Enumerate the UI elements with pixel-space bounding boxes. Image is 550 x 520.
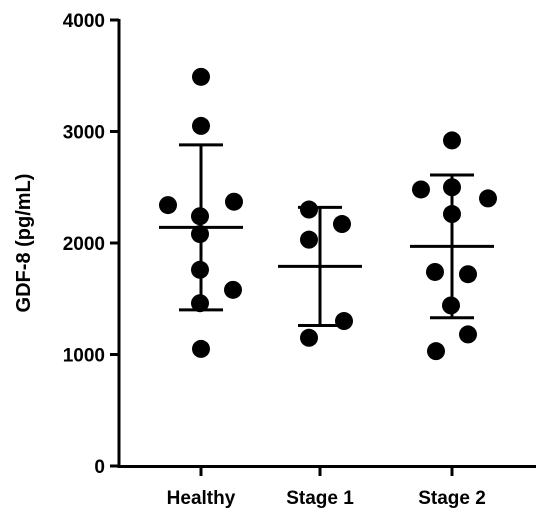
data-point [224, 280, 242, 299]
data-point [191, 260, 209, 279]
x-tick-label: Stage 1 [286, 488, 354, 509]
data-point [191, 207, 209, 226]
y-axis: 0 1000 2000 3000 4000 [63, 11, 121, 478]
data-point [159, 196, 177, 215]
data-point [192, 116, 210, 135]
data-point [443, 178, 461, 197]
data-point [459, 325, 477, 344]
data-point [442, 296, 460, 315]
data-point [426, 262, 444, 281]
group-stage-1 [278, 200, 362, 347]
data-point [300, 328, 318, 347]
data-point [300, 230, 318, 249]
data-point [192, 67, 210, 86]
x-tick-label: Stage 2 [418, 488, 486, 509]
data-point [225, 192, 243, 211]
y-tick-label: 2000 [63, 234, 105, 255]
x-axis: Healthy Stage 1 Stage 2 [117, 465, 536, 509]
data-point [443, 205, 461, 224]
data-point [427, 342, 445, 361]
data-point [300, 200, 318, 219]
data-point [333, 215, 351, 234]
data-point [192, 339, 210, 358]
y-tick-label: 3000 [63, 123, 105, 144]
y-axis-title: GDF-8 (pg/mL) [13, 174, 35, 313]
data-point [459, 265, 477, 284]
group-healthy [159, 67, 243, 358]
data-point [191, 294, 209, 313]
data-point [335, 312, 353, 331]
x-tick-label: Healthy [167, 488, 236, 509]
y-tick-label: 0 [94, 457, 105, 478]
data-point [191, 225, 209, 244]
data-point [412, 180, 430, 199]
data-point [443, 131, 461, 150]
y-tick-label: 1000 [63, 346, 105, 367]
data-point [479, 189, 497, 208]
group-stage-2 [410, 131, 497, 361]
y-tick-label: 4000 [63, 11, 105, 32]
